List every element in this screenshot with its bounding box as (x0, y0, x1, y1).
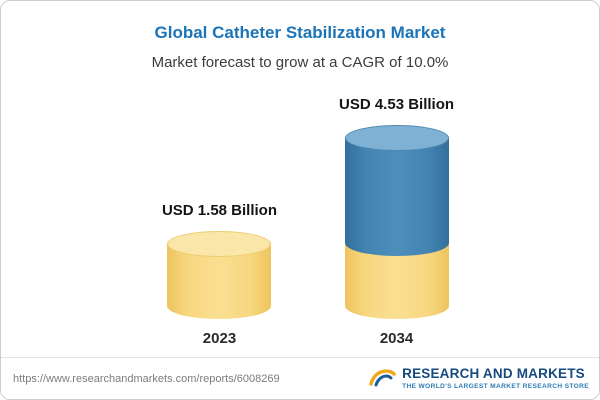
chart-area: USD 1.58 Billion 2023 USD 4.53 Billion 2… (1, 87, 599, 347)
cylinder-2034-growth-segment (344, 124, 449, 256)
report-url: https://www.researchandmarkets.com/repor… (13, 372, 280, 385)
footer: https://www.researchandmarkets.com/repor… (1, 357, 599, 399)
chart-subtitle: Market forecast to grow at a CAGR of 10.… (151, 54, 449, 71)
value-label-2023: USD 1.58 Billion (161, 201, 277, 219)
cylinder-2034-base-body (344, 243, 449, 319)
research-and-markets-logo: RESEARCH AND MARKETS THE WORLD'S LARGEST… (368, 365, 589, 392)
brand-swoosh-icon (368, 365, 396, 392)
year-label-2034: 2034 (379, 330, 414, 347)
cylinder-2023-top-ellipse (167, 230, 272, 257)
year-label-2023: 2023 (202, 330, 237, 347)
value-label-2034: USD 4.53 Billion (339, 95, 455, 113)
brand-text: RESEARCH AND MARKETS THE WORLD'S LARGEST… (402, 366, 589, 390)
cylinder-2034-growth-body (344, 137, 449, 256)
cylinder-2034 (344, 124, 449, 319)
cylinder-2023 (167, 230, 272, 319)
brand-tagline: THE WORLD'S LARGEST MARKET RESEARCH STOR… (402, 382, 589, 390)
bar-column-2034: USD 4.53 Billion 2034 (339, 96, 454, 347)
cylinder-2034-top-ellipse (344, 124, 449, 151)
chart-title: Global Catheter Stabilization Market (154, 23, 446, 42)
brand-name: RESEARCH AND MARKETS (402, 366, 585, 382)
bar-column-2023: USD 1.58 Billion 2023 (162, 202, 277, 347)
cylinder-2023-segment (167, 230, 272, 319)
